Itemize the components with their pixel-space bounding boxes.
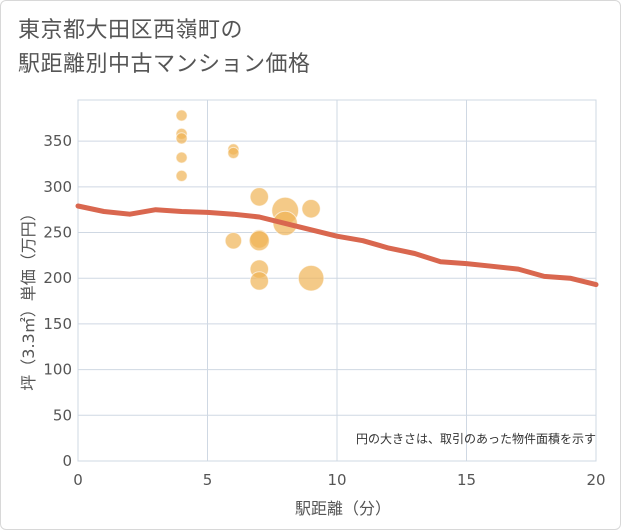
scatter-point xyxy=(175,151,188,164)
scatter-point xyxy=(175,109,188,122)
scatter-point xyxy=(249,271,269,291)
x-tick-label: 15 xyxy=(457,471,476,489)
scatter-point xyxy=(301,199,321,219)
scatter-point xyxy=(227,146,240,160)
x-tick-label: 0 xyxy=(73,471,83,489)
grid xyxy=(77,99,597,462)
scatter-point xyxy=(175,132,188,145)
x-axis-title: 駅距離（分） xyxy=(295,499,391,518)
x-tick-label: 10 xyxy=(327,471,346,489)
trend-line xyxy=(75,203,599,288)
y-axis-title: 坪（3.3㎡）単価（万円） xyxy=(19,205,38,390)
y-tick-label: 300 xyxy=(43,178,72,196)
scatter-point xyxy=(249,187,269,207)
scatter-point xyxy=(248,230,270,252)
x-tick-label: 20 xyxy=(586,471,605,489)
chart-title: 東京都大田区西嶺町の 駅距離別中古マンション価格 xyxy=(18,14,311,82)
y-tick-label: 50 xyxy=(53,406,72,424)
title-line-1: 東京都大田区西嶺町の xyxy=(18,18,244,43)
y-tick-label: 250 xyxy=(43,224,72,242)
scatter-point xyxy=(175,169,188,182)
y-tick-label: 100 xyxy=(43,361,72,379)
y-tick-label: 150 xyxy=(43,315,72,333)
scatter-point xyxy=(224,232,243,250)
title-line-2: 駅距離別中古マンション価格 xyxy=(18,52,311,77)
scatter-point xyxy=(297,264,325,292)
tick-labels: 0 50 100 150 200 250 300 350 0 5 10 15 20 xyxy=(43,132,605,489)
x-tick-label: 5 xyxy=(203,471,213,489)
y-tick-label: 200 xyxy=(43,269,72,287)
bubble-layer xyxy=(175,109,325,292)
size-note: 円の大きさは、取引のあった物件面積を示す xyxy=(356,431,596,446)
y-tick-label: 0 xyxy=(62,452,72,470)
y-tick-label: 350 xyxy=(43,132,72,150)
trend-layer xyxy=(75,203,599,288)
